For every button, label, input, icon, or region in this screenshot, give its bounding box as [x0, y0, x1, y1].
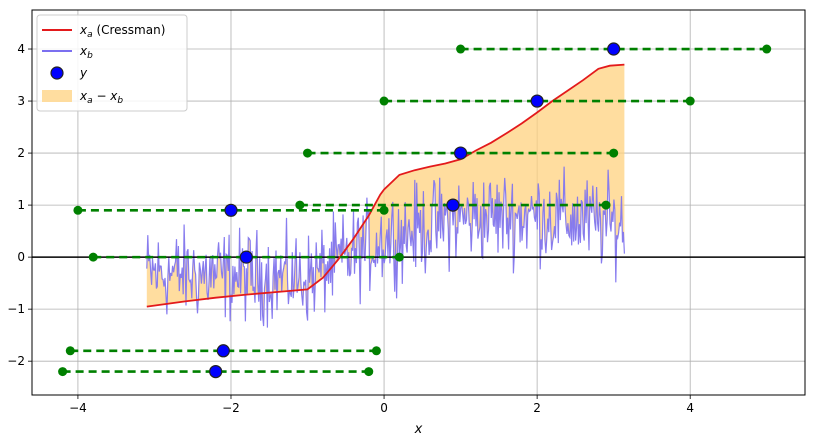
- background-series-layer: [146, 166, 625, 328]
- legend: xa (Cressman) xb y xa − xb: [36, 14, 188, 112]
- observation-point: [607, 42, 621, 56]
- observation-point: [216, 344, 230, 358]
- influence-radius-endpoint: [394, 252, 404, 262]
- influence-radius-endpoint: [609, 148, 619, 158]
- influence-radius-endpoint: [88, 252, 98, 262]
- x-tick-label: 0: [380, 401, 388, 415]
- analysis-series-layer: [146, 63, 625, 308]
- y-tick-label: −2: [7, 354, 25, 368]
- influence-radius-endpoint: [379, 96, 389, 106]
- difference-fill: [146, 64, 625, 328]
- y-tick-label: 4: [17, 42, 25, 56]
- influence-radius-endpoint: [295, 200, 305, 210]
- legend-swatch-marker: [50, 66, 64, 80]
- y-tick-label: 3: [17, 94, 25, 108]
- influence-radius-endpoint: [65, 346, 75, 356]
- background-line: [146, 166, 625, 328]
- legend-box: [36, 14, 188, 112]
- influence-radius-endpoint: [601, 200, 611, 210]
- x-tick-label: 4: [686, 401, 694, 415]
- x-axis-label: x: [414, 422, 423, 437]
- x-tick-label: −4: [69, 401, 87, 415]
- x-tick-label: 2: [533, 401, 541, 415]
- influence-radius-endpoint: [371, 346, 381, 356]
- observation-point: [239, 250, 253, 264]
- difference-fill-layer: [146, 64, 625, 328]
- influence-radius-endpoint: [685, 96, 695, 106]
- legend-label: y: [79, 66, 88, 80]
- observation-point: [453, 146, 468, 160]
- legend-label: xa (Cressman): [79, 23, 165, 40]
- observation-point: [530, 94, 544, 108]
- x-tick-label: −2: [222, 401, 240, 415]
- legend-swatch-fill: [42, 90, 72, 102]
- axis-ticks: −4 −2 0 2 4 −2 −1 0 1 2 3 4: [7, 42, 694, 415]
- influence-radius-endpoint: [58, 367, 68, 377]
- influence-radius-endpoint: [303, 148, 313, 158]
- y-tick-label: −1: [7, 302, 25, 316]
- influence-radius-endpoint: [364, 367, 374, 377]
- y-tick-label: 2: [17, 146, 25, 160]
- observation-point: [209, 364, 223, 379]
- y-tick-label: 0: [17, 250, 25, 264]
- analysis-line: [146, 63, 625, 308]
- legend-label: xa − xb: [79, 89, 123, 106]
- influence-radius-endpoint: [762, 44, 772, 54]
- observation-layer: [58, 42, 772, 379]
- observation-point: [224, 203, 238, 217]
- influence-radius-endpoint: [73, 205, 83, 215]
- influence-radius-endpoint: [456, 44, 466, 54]
- plot-area: [32, 42, 805, 379]
- y-tick-label: 1: [17, 198, 25, 212]
- observation-point: [446, 198, 460, 212]
- influence-radius-endpoint: [379, 205, 389, 215]
- axes-frame: [31, 9, 806, 396]
- legend-label: xb: [79, 44, 93, 61]
